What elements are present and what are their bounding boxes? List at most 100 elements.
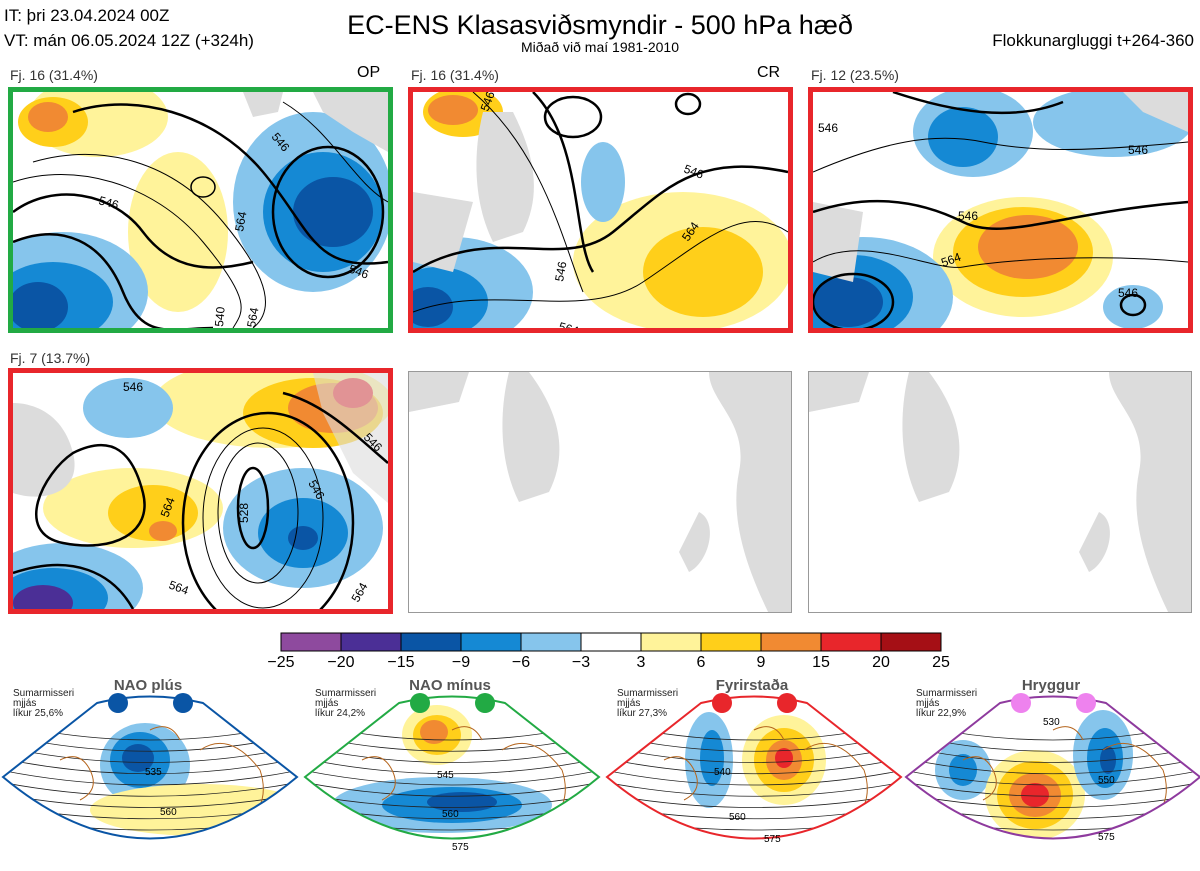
regime-sector-map: 545 560 575	[303, 695, 601, 853]
colorbar-swatch	[700, 632, 762, 652]
panel-4-label: Fj. 7 (13.7%)	[10, 350, 91, 366]
page-title: EC-ENS Klasasviðsmyndir - 500 hPa hæð	[347, 10, 853, 40]
contour-label: 564	[244, 306, 261, 328]
colorbar-tick-label: 3	[636, 654, 646, 671]
height-contour	[906, 767, 1200, 786]
contour-label: 528	[237, 503, 251, 523]
cluster-map-panel-2: 546 546 546 564 564	[408, 87, 793, 333]
height-contour	[607, 779, 901, 797]
anomaly-positive	[149, 521, 177, 541]
contour-label: 540	[212, 306, 228, 327]
regime-dot-icon	[712, 693, 732, 713]
contour-label: 546	[1118, 286, 1138, 300]
land-mass	[1123, 92, 1188, 132]
colorbar-swatch	[760, 632, 822, 652]
height-contour	[813, 137, 1188, 173]
height-contour	[282, 101, 388, 203]
height-contour	[3, 755, 297, 775]
anomaly-area	[775, 748, 793, 768]
regime-name: NAO mínus	[409, 677, 491, 694]
anomaly-negative	[13, 585, 73, 609]
anomaly-negative	[413, 287, 453, 327]
anomaly-positive	[28, 102, 68, 132]
regime-sector-map: 535 560	[0, 695, 300, 870]
contour-label: 564	[232, 210, 249, 232]
height-contour	[13, 174, 242, 328]
height-contour	[305, 767, 599, 786]
height-contour	[271, 145, 385, 279]
regime-info-line: líkur 24,2%	[315, 708, 366, 719]
anomaly-negative	[813, 277, 883, 327]
height-contour	[282, 391, 388, 464]
contour-label: 564	[939, 250, 963, 270]
contour-label: 545	[437, 770, 454, 781]
contour-label: 564	[167, 578, 191, 598]
panel-1-label: Fj. 16 (31.4%)	[10, 67, 98, 83]
anomaly-negative	[13, 282, 68, 328]
colorbar	[280, 632, 942, 652]
anomaly-negative	[293, 177, 373, 247]
regime-info-line: mjjás	[315, 698, 339, 709]
height-contour	[0, 852, 300, 864]
anomaly-area	[949, 754, 977, 786]
height-contour	[892, 92, 1064, 115]
height-contour	[202, 427, 324, 609]
land-mass	[313, 373, 388, 503]
land-mass	[902, 372, 960, 502]
height-contour	[903, 864, 1200, 870]
height-contour	[13, 233, 213, 328]
height-contour	[0, 864, 300, 870]
regime-dot-icon	[1011, 693, 1031, 713]
anomaly-positive	[978, 215, 1078, 279]
anomaly-negative	[1103, 285, 1163, 328]
contour-label: 560	[729, 812, 746, 823]
anomaly-negative	[288, 526, 318, 550]
cluster-map-4: 546 564 546 528 546 564 564	[13, 373, 388, 609]
empty-map-panel-5	[408, 371, 792, 613]
regime-sector-map: 540 560 575	[605, 695, 903, 845]
anomaly-area	[420, 720, 448, 744]
land-mass	[1109, 372, 1191, 612]
colorbar-tick-label: −6	[511, 654, 531, 671]
land-mass	[1079, 512, 1110, 572]
colorbar-swatch	[280, 632, 342, 652]
regime-dot-icon	[475, 693, 495, 713]
cluster-map-3: 546 546 546 564 546	[813, 92, 1188, 328]
height-contour	[903, 840, 1200, 853]
sector-frame	[303, 695, 601, 840]
land-mass	[13, 403, 75, 497]
regime-dot-icon	[777, 693, 797, 713]
height-contour	[906, 779, 1200, 797]
height-contour	[1119, 293, 1147, 317]
contour-label: 560	[160, 807, 177, 818]
colorbar-swatch	[460, 632, 522, 652]
land-mass	[313, 92, 388, 152]
height-contour	[72, 103, 388, 265]
anomaly-positive	[643, 227, 763, 317]
regime-dot-icon	[173, 693, 193, 713]
cluster-map-panel-1: 546 546 546 564 540 564	[8, 87, 393, 333]
regime-info: Sumarmisseri mjjás líkur 27,3%	[617, 689, 678, 719]
height-contour	[190, 176, 216, 198]
height-contour	[0, 840, 300, 853]
contour-label: 575	[452, 842, 469, 853]
anomaly-area	[427, 792, 497, 812]
height-contour	[674, 92, 702, 116]
contour-label: 550	[1098, 775, 1115, 786]
land-mass	[409, 372, 469, 412]
height-contour	[3, 779, 297, 797]
colorbar-swatch	[880, 632, 942, 652]
contour-label: 575	[764, 834, 781, 845]
contour-label: 546	[1128, 143, 1148, 157]
panel-2-label: Fj. 16 (31.4%)	[411, 67, 499, 83]
height-contour	[32, 154, 266, 328]
colorbar-swatch	[340, 632, 402, 652]
height-contour	[607, 755, 901, 775]
land-mass	[709, 372, 791, 612]
cluster-map-panel-4: 546 564 546 528 546 564 564	[8, 368, 393, 614]
panel-3-label: Fj. 12 (23.5%)	[811, 67, 899, 83]
height-contour	[13, 563, 135, 609]
colorbar-swatch	[820, 632, 882, 652]
regime-info: Sumarmisseri mjjás líkur 24,2%	[315, 689, 376, 719]
height-contour	[3, 767, 297, 786]
